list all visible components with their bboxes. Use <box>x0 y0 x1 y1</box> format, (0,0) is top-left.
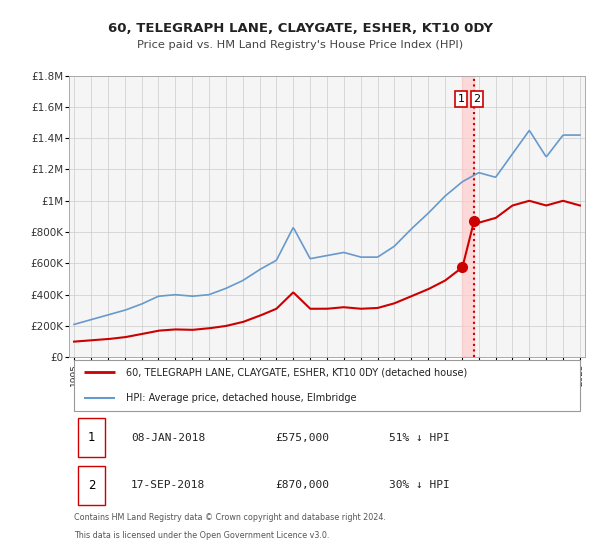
Text: 1: 1 <box>88 431 95 444</box>
Text: 60, TELEGRAPH LANE, CLAYGATE, ESHER, KT10 0DY: 60, TELEGRAPH LANE, CLAYGATE, ESHER, KT1… <box>107 22 493 35</box>
FancyBboxPatch shape <box>78 418 105 457</box>
Bar <box>463 76 474 357</box>
Text: 17-SEP-2018: 17-SEP-2018 <box>131 480 205 491</box>
Text: 2: 2 <box>473 94 481 104</box>
Text: £575,000: £575,000 <box>275 432 329 442</box>
Text: 60, TELEGRAPH LANE, CLAYGATE, ESHER, KT10 0DY (detached house): 60, TELEGRAPH LANE, CLAYGATE, ESHER, KT1… <box>126 367 467 377</box>
Text: Price paid vs. HM Land Registry's House Price Index (HPI): Price paid vs. HM Land Registry's House … <box>137 40 463 50</box>
Text: This data is licensed under the Open Government Licence v3.0.: This data is licensed under the Open Gov… <box>74 531 329 540</box>
FancyBboxPatch shape <box>74 360 580 412</box>
Text: £870,000: £870,000 <box>275 480 329 491</box>
Text: 30% ↓ HPI: 30% ↓ HPI <box>389 480 449 491</box>
Text: 2: 2 <box>88 479 95 492</box>
Text: Contains HM Land Registry data © Crown copyright and database right 2024.: Contains HM Land Registry data © Crown c… <box>74 513 386 522</box>
Text: 1: 1 <box>458 94 464 104</box>
Text: HPI: Average price, detached house, Elmbridge: HPI: Average price, detached house, Elmb… <box>126 394 356 403</box>
Text: 08-JAN-2018: 08-JAN-2018 <box>131 432 205 442</box>
Text: 51% ↓ HPI: 51% ↓ HPI <box>389 432 449 442</box>
FancyBboxPatch shape <box>78 466 105 505</box>
